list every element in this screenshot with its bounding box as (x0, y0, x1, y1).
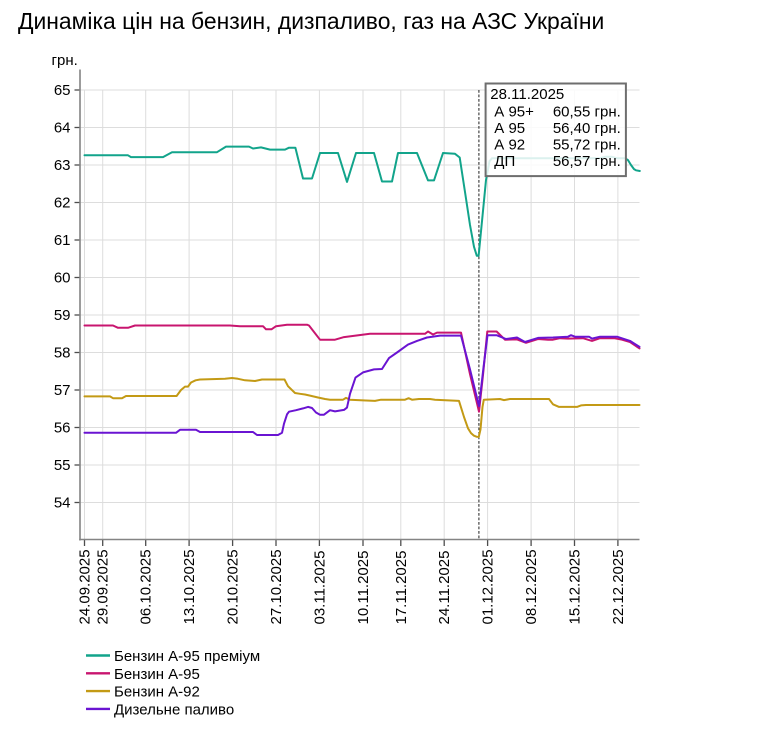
svg-text:54: 54 (54, 495, 71, 512)
svg-text:62: 62 (54, 195, 71, 212)
svg-text:А 95+: А 95+ (494, 104, 534, 121)
svg-text:65: 65 (54, 82, 71, 99)
svg-text:17.11.2025: 17.11.2025 (393, 551, 410, 625)
svg-text:55: 55 (54, 457, 71, 474)
svg-text:24.09.2025: 24.09.2025 (77, 549, 94, 624)
svg-text:29.09.2025: 29.09.2025 (95, 549, 112, 624)
svg-text:03.11.2025: 03.11.2025 (311, 551, 328, 625)
svg-text:01.12.2025: 01.12.2025 (480, 549, 497, 624)
svg-text:58: 58 (54, 345, 71, 362)
svg-text:ДП: ДП (494, 153, 515, 170)
svg-text:20.10.2025: 20.10.2025 (225, 549, 242, 624)
svg-text:Бензин А-95: Бензин А-95 (114, 666, 200, 683)
svg-text:60,55 грн.: 60,55 грн. (553, 104, 621, 121)
svg-text:59: 59 (54, 307, 71, 324)
svg-text:Бензин А-95 преміум: Бензин А-95 преміум (114, 648, 260, 665)
svg-text:А 92: А 92 (494, 137, 525, 154)
svg-text:63: 63 (54, 157, 71, 174)
svg-text:56,40 грн.: 56,40 грн. (553, 120, 621, 137)
svg-text:Бензин А-92: Бензин А-92 (114, 684, 200, 701)
svg-text:56: 56 (54, 420, 71, 437)
svg-text:10.11.2025: 10.11.2025 (355, 551, 372, 625)
svg-text:64: 64 (54, 120, 71, 137)
svg-text:57: 57 (54, 382, 71, 399)
svg-text:60: 60 (54, 270, 71, 287)
svg-text:13.10.2025: 13.10.2025 (181, 549, 198, 624)
svg-text:27.10.2025: 27.10.2025 (268, 549, 285, 624)
svg-text:06.10.2025: 06.10.2025 (138, 549, 155, 624)
svg-text:56,57 грн.: 56,57 грн. (553, 153, 621, 170)
svg-text:Дизельне паливо: Дизельне паливо (114, 701, 234, 718)
svg-text:Динаміка цін на бензин, дизпал: Динаміка цін на бензин, дизпаливо, газ н… (18, 8, 604, 34)
svg-text:28.11.2025: 28.11.2025 (490, 86, 564, 103)
svg-text:61: 61 (54, 232, 71, 249)
svg-text:55,72 грн.: 55,72 грн. (553, 137, 621, 154)
svg-text:22.12.2025: 22.12.2025 (610, 549, 627, 624)
svg-text:08.12.2025: 08.12.2025 (523, 549, 540, 624)
svg-text:грн.: грн. (52, 52, 78, 69)
svg-text:15.12.2025: 15.12.2025 (567, 549, 584, 624)
svg-text:24.11.2025: 24.11.2025 (436, 551, 453, 625)
svg-text:А 95: А 95 (494, 120, 525, 137)
